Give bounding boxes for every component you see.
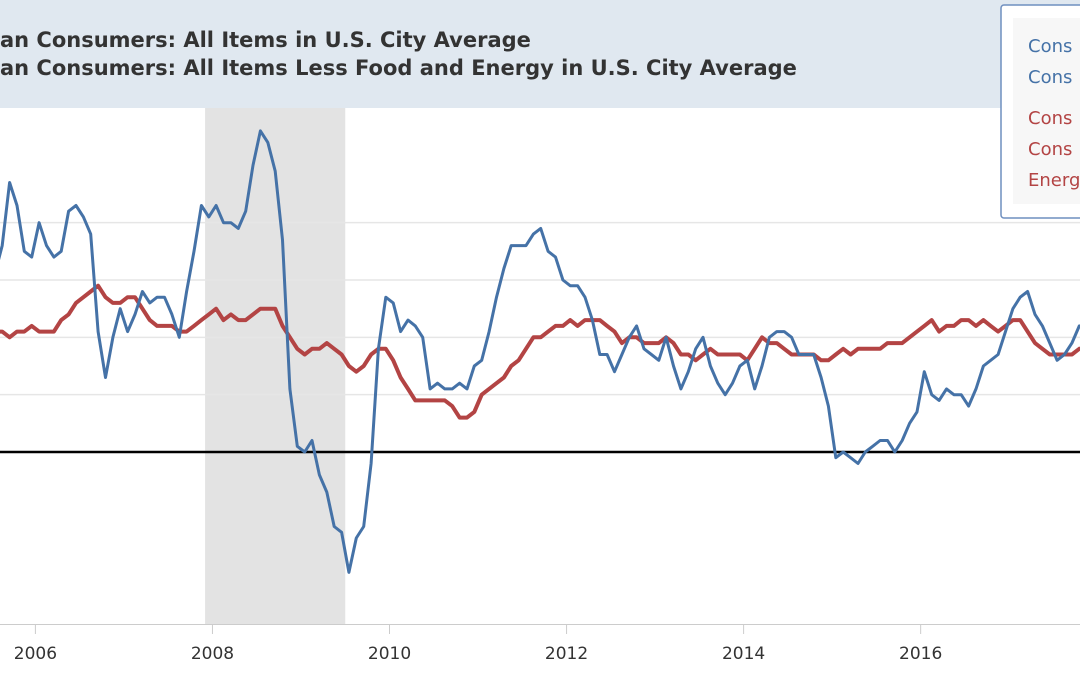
series-line-all-items bbox=[0, 129, 1080, 574]
legend-entry[interactable]: Cons bbox=[1028, 139, 1072, 160]
recession-shading bbox=[205, 108, 346, 624]
legend-entry[interactable]: Energ bbox=[1028, 170, 1080, 191]
x-tick-label: 2008 bbox=[191, 644, 234, 664]
legend-entry[interactable]: Cons bbox=[1028, 36, 1072, 57]
x-axis-ticks: 2006 2008 2010 2012 2014 2016 bbox=[0, 624, 1080, 664]
legend-entry[interactable]: Cons bbox=[1028, 108, 1072, 129]
plot-area bbox=[0, 108, 1080, 624]
title-band bbox=[0, 0, 1080, 108]
x-tick-label: 2012 bbox=[545, 644, 588, 664]
chart-title-line-1: an Consumers: All Items in U.S. City Ave… bbox=[0, 28, 531, 52]
legend[interactable]: Cons Cons Cons Cons Energ bbox=[1000, 4, 1080, 219]
x-tick-label: 2010 bbox=[368, 644, 411, 664]
legend-inner bbox=[1013, 18, 1080, 204]
legend-entry[interactable]: Cons bbox=[1028, 67, 1072, 88]
chart-title-line-2: an Consumers: All Items Less Food and En… bbox=[0, 56, 797, 80]
x-tick-label: 2016 bbox=[899, 644, 942, 664]
x-tick-label: 2006 bbox=[14, 644, 57, 664]
x-tick-label: 2014 bbox=[722, 644, 765, 664]
